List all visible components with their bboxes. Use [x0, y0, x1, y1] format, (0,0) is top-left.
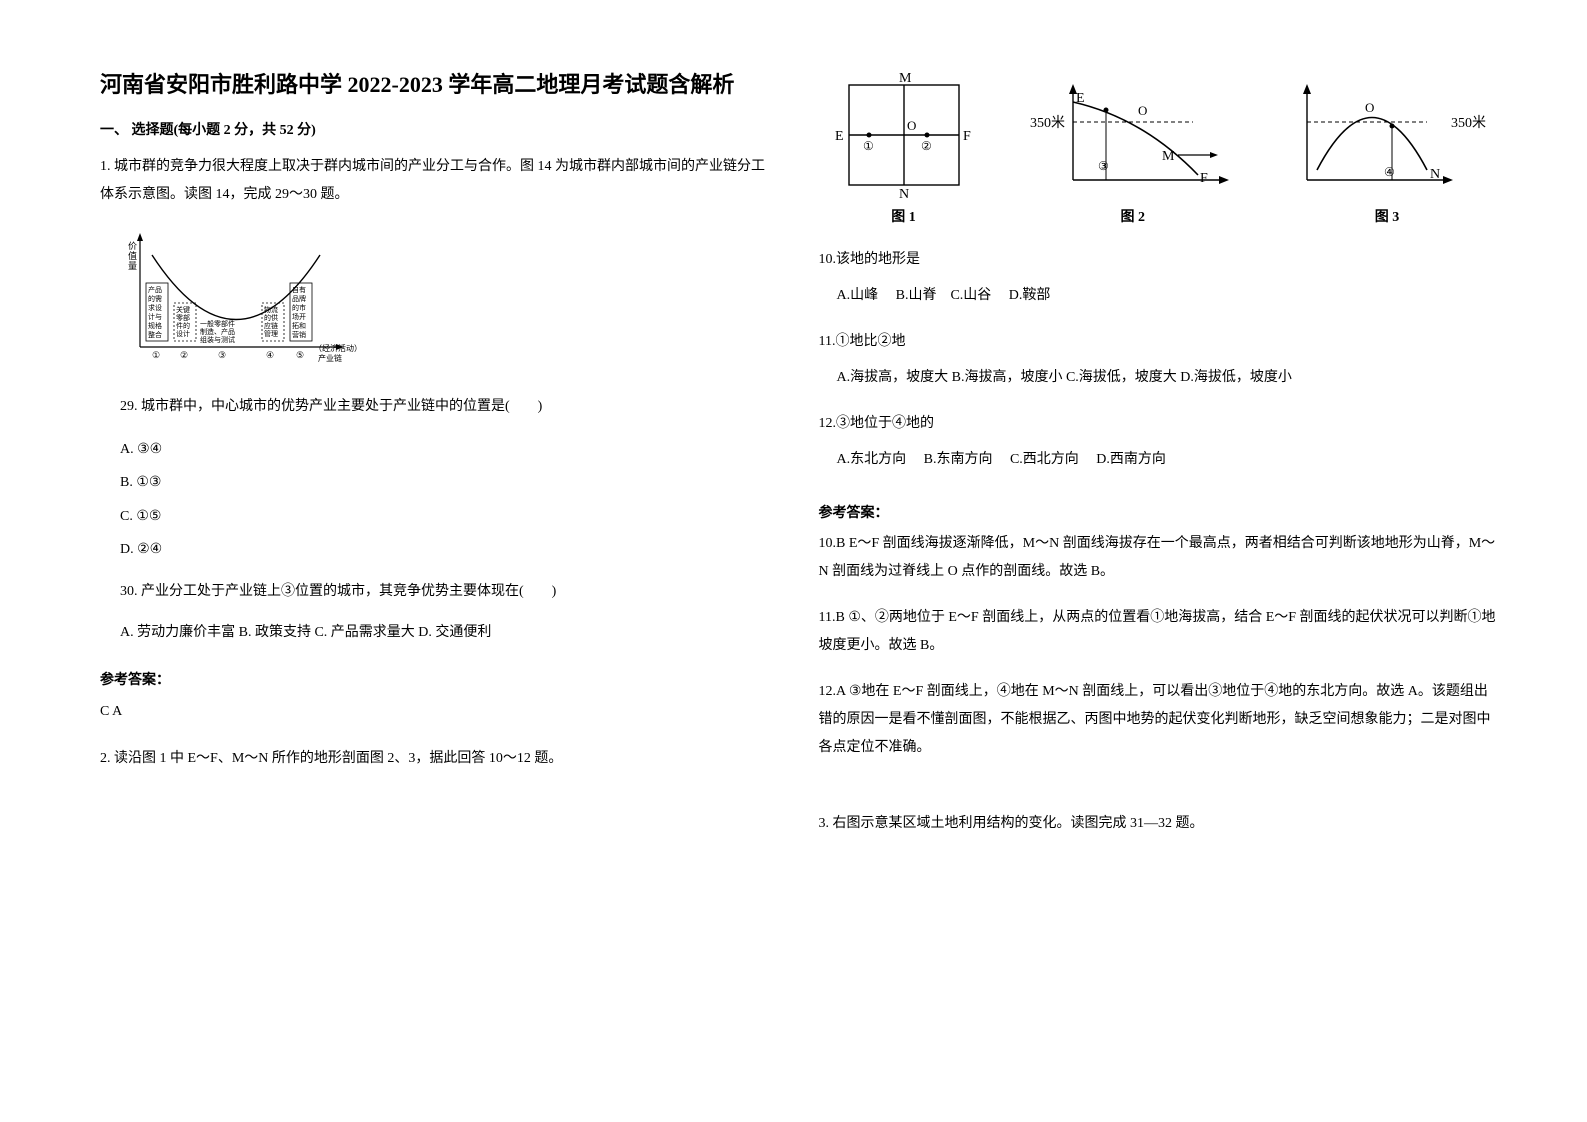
q1-stem: 1. 城市群的竞争力很大程度上取决于群内城市间的产业分工与合作。图 14 为城市… [100, 153, 779, 209]
q12-opts: A.东北方向 B.东南方向 C.西北方向 D.西南方向 [837, 446, 1498, 474]
document-title: 河南省安阳市胜利路中学 2022-2023 学年高二地理月考试题含解析 [100, 70, 779, 101]
svg-text:件的: 件的 [176, 321, 190, 330]
q10-block: 10.该地的地形是 A.山峰 B.山脊 C.山谷 D.鞍部 [819, 246, 1498, 318]
q2-answer-label: 参考答案： [819, 502, 1498, 522]
q12-label: 12.③地位于④地的 [819, 410, 1498, 438]
fig2-p3: ③ [1098, 159, 1109, 173]
svg-text:规格: 规格 [148, 321, 162, 330]
svg-text:②: ② [180, 350, 188, 360]
section-1-header: 一、 选择题(每小题 2 分，共 52 分) [100, 119, 779, 139]
q2-stem: 2. 读沿图 1 中 E～F、M～N 所作的地形剖面图 2、3，据此回答 10～… [100, 745, 779, 773]
fig1-E: E [835, 129, 844, 144]
svg-text:④: ④ [266, 350, 274, 360]
svg-text:应链: 应链 [264, 321, 278, 330]
q1-answer-label: 参考答案： [100, 669, 779, 689]
exp10: 10.B E～F 剖面线海拔逐渐降低，M～N 剖面线海拔存在一个最高点，两者相结… [819, 530, 1498, 586]
q1-chart: 价 值 量 产品 的需 求设 计与 规格 整合 关键 零部 件的 设计 一般零部… [118, 229, 779, 374]
svg-text:③: ③ [218, 350, 226, 360]
fig2-label: 图 2 [1121, 206, 1146, 226]
fig2-F: F [1200, 171, 1208, 186]
svg-text:管理: 管理 [264, 329, 278, 338]
q1-answer: C A [100, 697, 779, 728]
q12-block: 12.③地位于④地的 A.东北方向 B.东南方向 C.西北方向 D.西南方向 [819, 410, 1498, 482]
svg-text:组装与测试: 组装与测试 [200, 335, 235, 344]
q10-label: 10.该地的地形是 [819, 246, 1498, 274]
fig1-F: F [963, 129, 971, 144]
figure-2: 350米 E O F ③ M 图 2 [1028, 70, 1238, 226]
svg-text:值: 值 [128, 250, 137, 261]
figure-1: M N E F O ① ② 图 1 [829, 70, 979, 226]
q11-label: 11.①地比②地 [819, 328, 1498, 356]
fig2-O: O [1138, 103, 1147, 118]
q3-stem: 3. 右图示意某区域土地利用结构的变化。读图完成 31—32 题。 [819, 810, 1498, 838]
fig1-p1: ① [863, 139, 874, 153]
svg-text:自有: 自有 [292, 285, 306, 294]
fig1-O: O [907, 118, 916, 133]
q1-optC: C. ①⑤ [120, 500, 779, 534]
q1-optD: D. ②④ [120, 533, 779, 567]
fig2-M: M [1162, 149, 1175, 164]
svg-text:制造、产品: 制造、产品 [200, 327, 235, 336]
fig1-label: 图 1 [891, 206, 916, 226]
left-column: 河南省安阳市胜利路中学 2022-2023 学年高二地理月考试题含解析 一、 选… [100, 70, 779, 1082]
svg-text:零部: 零部 [176, 313, 190, 322]
fig1-N: N [899, 187, 909, 200]
q10-opts: A.山峰 B.山脊 C.山谷 D.鞍部 [837, 282, 1498, 310]
svg-text:求设: 求设 [148, 303, 162, 312]
exp11: 11.B ①、②两地位于 E～F 剖面线上，从两点的位置看①地海拔高，结合 E～… [819, 604, 1498, 660]
fig1-M: M [899, 71, 912, 86]
fig1-p2: ② [921, 139, 932, 153]
fig3-p4: ④ [1384, 165, 1395, 179]
svg-text:的市: 的市 [292, 303, 306, 312]
exp12: 12.A ③地在 E～F 剖面线上，④地在 M～N 剖面线上，可以看出③地位于④… [819, 678, 1498, 762]
svg-text:计与: 计与 [148, 312, 162, 321]
svg-text:量: 量 [128, 261, 137, 271]
fig3-label: 图 3 [1375, 206, 1400, 226]
q1-optA: A. ③④ [120, 433, 779, 467]
svg-text:产品: 产品 [148, 285, 162, 294]
q1-sub29: 29. 城市群中，中心城市的优势产业主要处于产业链中的位置是( ) [120, 392, 779, 423]
svg-text:⑤: ⑤ [296, 350, 304, 360]
fig3-O: O [1365, 100, 1374, 115]
diagrams-row: M N E F O ① ② 图 1 350米 [819, 70, 1498, 226]
q1-opts30: A. 劳动力廉价丰富 B. 政策支持 C. 产品需求量大 D. 交通便利 [120, 618, 779, 649]
q1-optB: B. ①③ [120, 466, 779, 500]
fig3-350: 350米 [1451, 115, 1486, 131]
svg-text:营销: 营销 [292, 330, 306, 339]
svg-text:整合: 整合 [148, 330, 162, 339]
q1-sub30: 30. 产业分工处于产业链上③位置的城市，其竞争优势主要体现在( ) [120, 577, 779, 608]
svg-text:拓和: 拓和 [292, 321, 306, 330]
svg-text:关键: 关键 [176, 305, 190, 314]
q11-opts: A.海拔高，坡度大 B.海拔高，坡度小 C.海拔低，坡度大 D.海拔低，坡度小 [837, 364, 1498, 392]
chart-yaxis-label: 价 [128, 241, 137, 251]
svg-text:①: ① [152, 350, 160, 360]
svg-text:物流: 物流 [264, 305, 278, 314]
svg-text:产业链: 产业链 [318, 353, 342, 363]
right-column: M N E F O ① ② 图 1 350米 [819, 70, 1498, 1082]
svg-text:（经济活动）: （经济活动） [314, 343, 358, 353]
svg-text:的需: 的需 [148, 294, 162, 303]
svg-text:的供: 的供 [264, 313, 278, 322]
fig2-E: E [1076, 91, 1085, 106]
fig2-350: 350米 [1030, 115, 1065, 131]
svg-text:一般零部件: 一般零部件 [200, 319, 235, 328]
figure-3: 350米 O ④ N 图 3 [1287, 70, 1487, 226]
fig3-N: N [1430, 167, 1440, 182]
svg-text:品牌: 品牌 [292, 294, 306, 303]
svg-text:设计: 设计 [176, 329, 190, 338]
svg-text:场开: 场开 [292, 312, 306, 321]
q11-block: 11.①地比②地 A.海拔高，坡度大 B.海拔高，坡度小 C.海拔低，坡度大 D… [819, 328, 1498, 400]
